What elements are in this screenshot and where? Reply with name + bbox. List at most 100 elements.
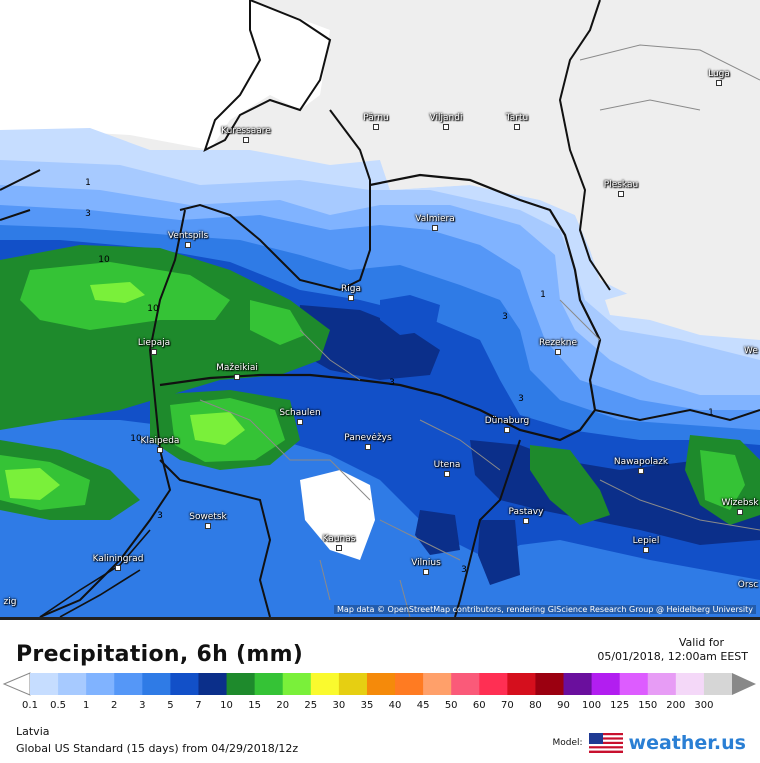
scale-tick-label: 300 bbox=[694, 700, 714, 711]
scale-swatch bbox=[338, 673, 368, 695]
city-label: Luga bbox=[708, 69, 730, 79]
city-label-partial: We bbox=[744, 346, 758, 356]
region-name: Latvia bbox=[16, 725, 50, 738]
valid-time-block: Valid for 05/01/2018, 12:00am EEST bbox=[597, 636, 748, 664]
scale-tick-label: 10 bbox=[220, 700, 233, 711]
contour-label: 10 bbox=[130, 434, 142, 444]
contour-label: 10 bbox=[98, 255, 110, 265]
scale-swatch bbox=[310, 673, 340, 695]
scale-swatch bbox=[479, 673, 508, 695]
precipitation-map[interactable]: Kuressaare Pärnu Viljandi Tartu Luga Pleskau V… bbox=[0, 0, 760, 617]
scale-swatch bbox=[282, 673, 312, 695]
city-label: Liepaja bbox=[137, 338, 171, 348]
city-marker bbox=[504, 427, 510, 433]
scale-swatch bbox=[58, 673, 87, 695]
city-label-partial: Orsc bbox=[737, 580, 759, 590]
city-label: Kaunas bbox=[322, 534, 356, 544]
scale-tick-label: 5 bbox=[167, 700, 174, 711]
scale-tick-label: 40 bbox=[388, 700, 402, 711]
city-marker bbox=[185, 242, 191, 248]
city-marker bbox=[443, 124, 449, 130]
city-label: Nawapolazk bbox=[613, 457, 669, 467]
scale-tick-label: 200 bbox=[666, 700, 686, 711]
city-label: Klaipeda bbox=[140, 436, 180, 446]
city-label: Vilnius bbox=[411, 558, 441, 568]
city-marker bbox=[365, 444, 371, 450]
city-marker bbox=[444, 471, 450, 477]
city-label: Kuressaare bbox=[221, 126, 271, 136]
city-marker bbox=[638, 468, 644, 474]
scale-swatch bbox=[591, 673, 621, 695]
scale-tick-label: 0.5 bbox=[50, 700, 67, 711]
city-label: Pleskau bbox=[603, 180, 639, 190]
valid-label: Valid for bbox=[678, 636, 724, 649]
scale-swatch bbox=[563, 673, 593, 695]
city-marker bbox=[555, 349, 561, 355]
scale-tick-label: 0.1 bbox=[22, 700, 38, 711]
contour-label: 3 bbox=[502, 312, 508, 322]
city-label: Schaulen bbox=[279, 408, 321, 418]
map-canvas bbox=[0, 0, 760, 617]
city-marker bbox=[643, 547, 649, 553]
city-marker bbox=[243, 137, 249, 143]
city-marker bbox=[205, 523, 211, 529]
scale-swatch bbox=[703, 673, 733, 695]
scale-tick-label: 80 bbox=[529, 700, 542, 711]
city-marker bbox=[523, 518, 529, 524]
contour-label: 3 bbox=[518, 394, 524, 404]
scale-tick-label: 35 bbox=[360, 700, 374, 711]
contour-label: 3 bbox=[461, 565, 467, 575]
scale-tick-label: 2 bbox=[111, 700, 118, 711]
scale-tick-label: 100 bbox=[582, 700, 602, 711]
city-marker bbox=[423, 569, 429, 575]
city-marker bbox=[373, 124, 379, 130]
city-label: Lepiel bbox=[632, 536, 660, 546]
city-marker bbox=[157, 447, 163, 453]
city-label: Wizebsk bbox=[721, 498, 759, 508]
city-label: Ventspils bbox=[167, 231, 209, 241]
brand-logo[interactable]: Model: weather.us bbox=[552, 730, 746, 756]
city-marker bbox=[737, 509, 743, 515]
scale-tick-label: 3 bbox=[139, 700, 146, 711]
city-label: Dünaburg bbox=[484, 416, 530, 426]
contour-label: 3 bbox=[157, 511, 163, 521]
valid-time: 05/01/2018, 12:00am EEST bbox=[597, 650, 748, 663]
scale-tick-label: 50 bbox=[444, 700, 458, 711]
scale-tick-label: 30 bbox=[332, 700, 346, 711]
city-label: Utena bbox=[433, 460, 461, 470]
scale-swatch bbox=[507, 673, 536, 695]
city-marker bbox=[151, 349, 157, 355]
city-label: Mažeikiai bbox=[216, 363, 258, 373]
scale-swatch bbox=[254, 673, 284, 695]
scale-swatch bbox=[30, 673, 59, 695]
scale-swatch bbox=[451, 673, 480, 695]
city-marker bbox=[115, 565, 121, 571]
contour-label: 1 bbox=[708, 408, 714, 418]
city-label: Sowetsk bbox=[189, 512, 227, 522]
scale-swatch bbox=[226, 673, 256, 695]
city-marker bbox=[297, 419, 303, 425]
map-attribution[interactable]: Map data © OpenStreetMap contributors, r… bbox=[334, 605, 756, 614]
scale-swatch bbox=[423, 673, 452, 695]
city-label: Panevėžys bbox=[344, 433, 392, 443]
scale-tick-label: 125 bbox=[610, 700, 630, 711]
scale-tick-label: 1 bbox=[82, 700, 90, 711]
brand-name: weather.us bbox=[628, 732, 746, 754]
city-label-partial: zig bbox=[3, 597, 17, 607]
scale-right-arrow bbox=[732, 673, 756, 695]
scale-tick-label: 20 bbox=[276, 700, 290, 711]
scale-swatch bbox=[395, 673, 424, 695]
city-marker bbox=[336, 545, 342, 551]
city-label: Valmiera bbox=[415, 214, 455, 224]
color-scale-ticks: 0.1 0.5 1 2 3 5 7 10 15 20 25 30 35 40 45 50 60 70 80 90 100… bbox=[0, 700, 760, 714]
scale-tick-label: 70 bbox=[500, 700, 514, 711]
scale-swatch bbox=[366, 673, 396, 695]
scale-swatch bbox=[142, 673, 171, 695]
scale-swatch bbox=[198, 673, 228, 695]
contour-label: 10 bbox=[147, 304, 159, 314]
color-scale-bar bbox=[2, 672, 756, 696]
city-label: Kaliningrad bbox=[92, 554, 144, 564]
city-label: Viljandi bbox=[429, 113, 463, 123]
scale-tick-label: 45 bbox=[416, 700, 430, 711]
scale-tick-label: 15 bbox=[248, 700, 261, 711]
